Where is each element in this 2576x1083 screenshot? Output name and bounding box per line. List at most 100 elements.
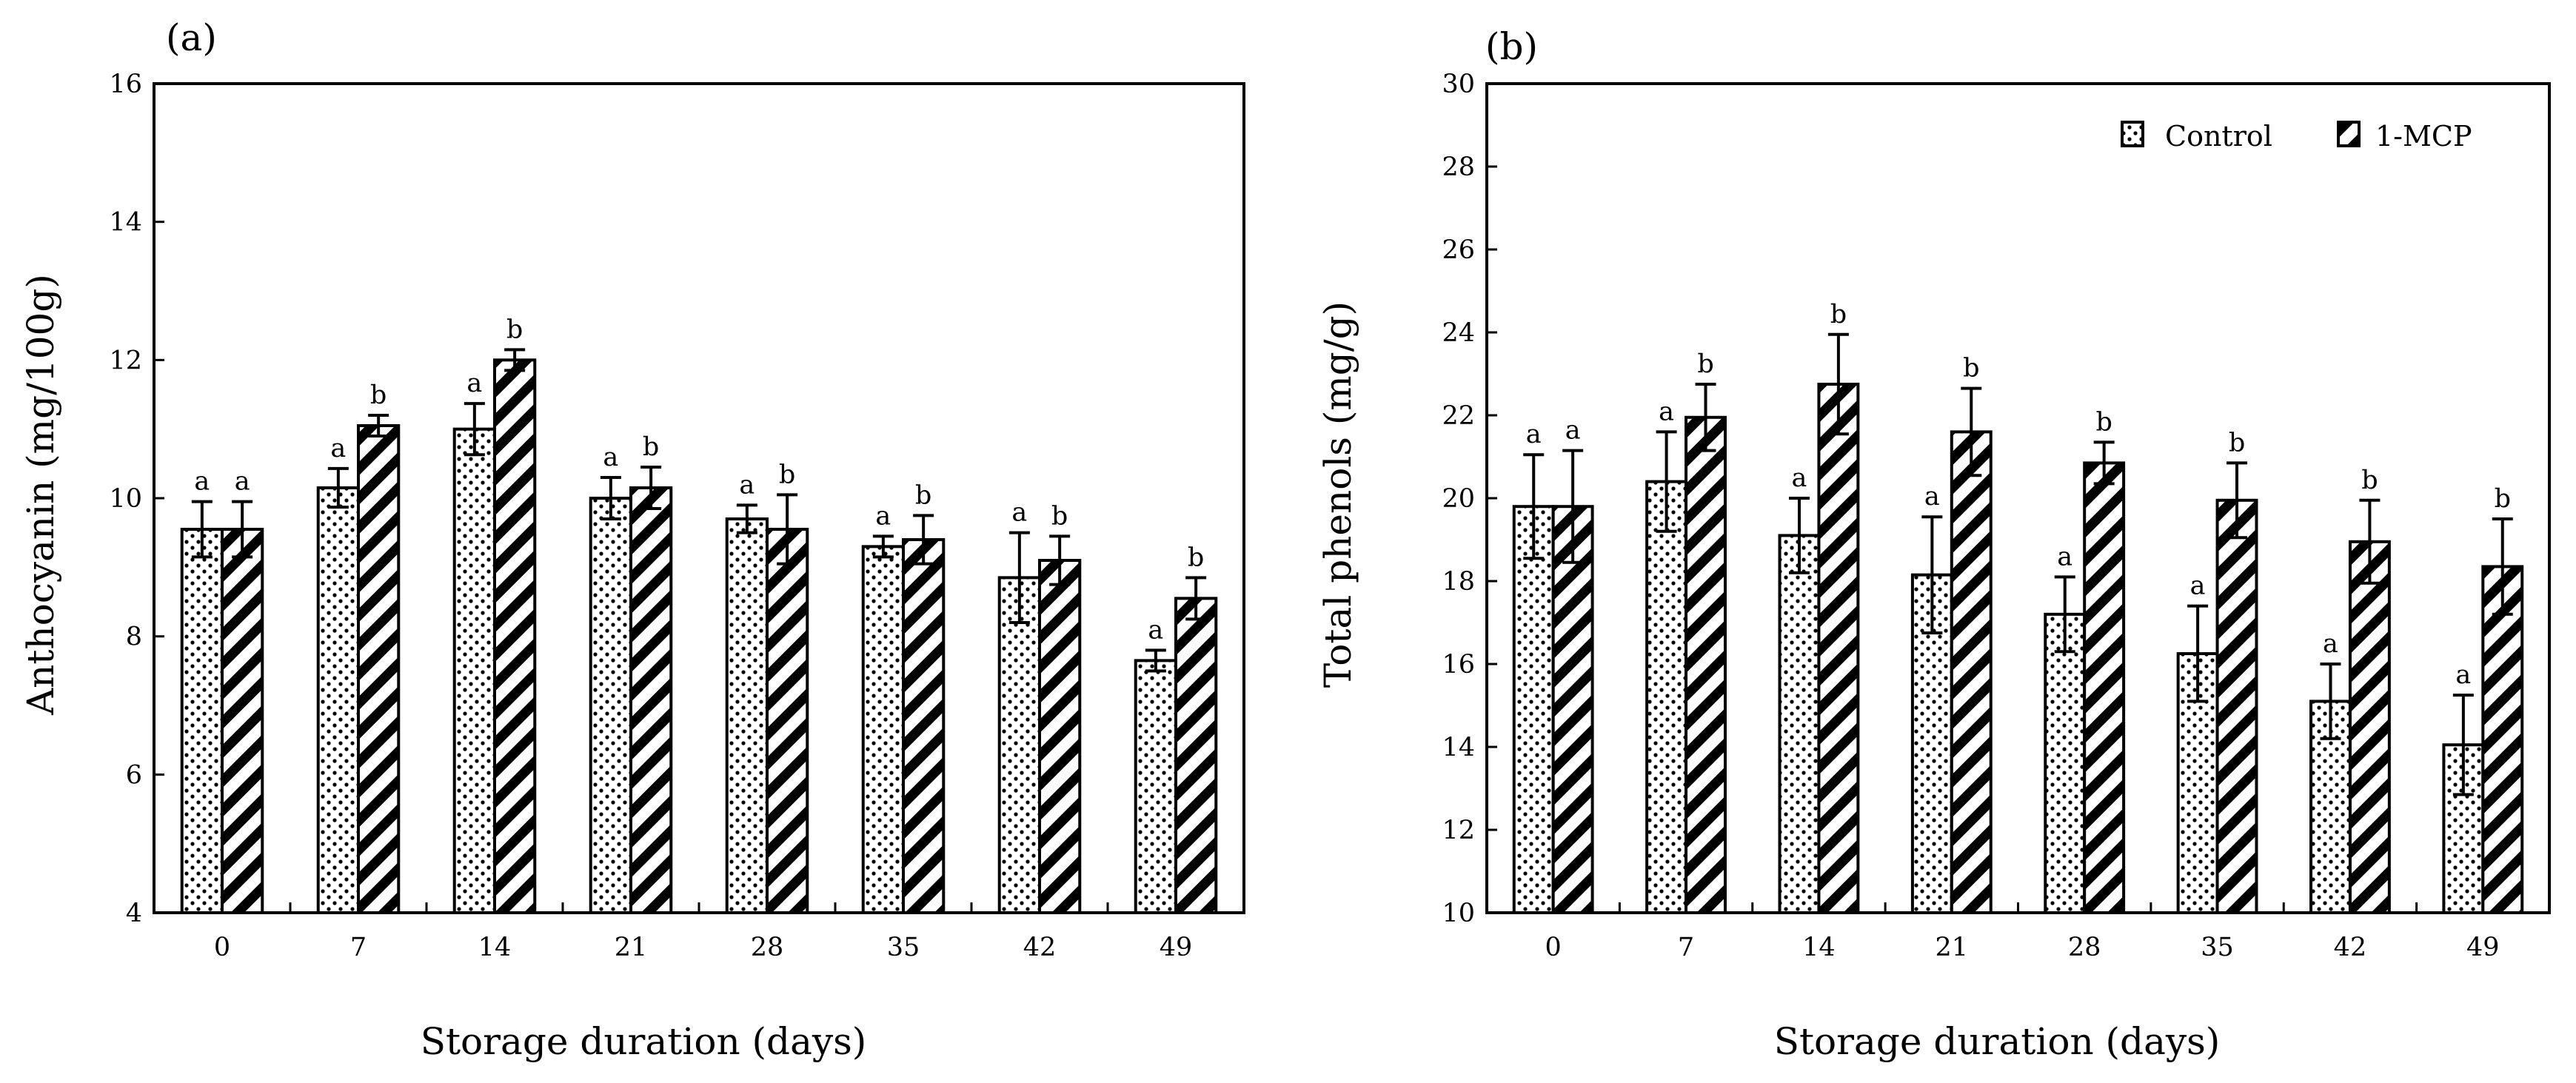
total-phenols-bar-control xyxy=(1512,505,1555,914)
anthocyanin-error-bar-control xyxy=(1008,531,1030,624)
anthocyanin-y-tick-label: 4 xyxy=(126,899,142,928)
anthocyanin-x-tick-label: 42 xyxy=(1023,933,1057,962)
total-phenols-error-bar-1mcp xyxy=(1961,386,1982,477)
anthocyanin-bar-1mcp xyxy=(1174,597,1218,914)
total-phenols-significance-letter: a xyxy=(1659,397,1674,426)
legend-control-swatch xyxy=(2121,121,2144,147)
legend: Control 1-MCP xyxy=(2121,120,2472,152)
panel-b-label: (b) xyxy=(1485,25,1538,68)
anthocyanin-bar-1mcp xyxy=(221,528,264,914)
anthocyanin-significance-letter: b xyxy=(506,315,523,344)
anthocyanin-significance-letter: b xyxy=(643,432,659,462)
total-phenols-y-axis-title: Total phenols (mg/g) xyxy=(1317,301,1359,688)
total-phenols-x-tick-label: 7 xyxy=(1678,933,1694,962)
total-phenols-significance-letter: a xyxy=(2323,629,2338,659)
anthocyanin-x-axis-title: Storage duration (days) xyxy=(421,1020,867,1063)
total-phenols-error-bar-1mcp xyxy=(1827,332,1849,436)
anthocyanin-error-bar-control xyxy=(327,466,349,509)
total-phenols-bar-control xyxy=(1645,480,1688,914)
anthocyanin-x-tick-label: 49 xyxy=(1160,933,1193,962)
anthocyanin-bar-1mcp xyxy=(629,486,673,914)
anthocyanin-error-bar-1mcp xyxy=(1049,534,1071,586)
panel-a-label: (a) xyxy=(166,16,217,59)
total-phenols-error-bar-1mcp xyxy=(2492,517,2513,616)
anthocyanin-x-tick-label: 21 xyxy=(615,933,648,962)
total-phenols-error-bar-control xyxy=(2320,663,2341,740)
total-phenols-bar-1mcp xyxy=(2215,498,2258,914)
anthocyanin-significance-letter: a xyxy=(1011,498,1027,528)
anthocyanin-bar-control xyxy=(180,528,224,914)
total-phenols-y-tick-label: 30 xyxy=(1442,70,1475,99)
total-phenols-error-bar-1mcp xyxy=(2227,461,2248,540)
anthocyanin-x-tick-label: 14 xyxy=(478,933,512,962)
anthocyanin-significance-letter: b xyxy=(1051,501,1068,531)
total-phenols-significance-letter: a xyxy=(2057,542,2072,571)
anthocyanin-y-tick-label: 12 xyxy=(109,346,142,375)
legend-1mcp-label: 1-MCP xyxy=(2375,120,2472,152)
total-phenols-x-tick-label: 14 xyxy=(1802,933,1836,962)
total-phenols-significance-letter: a xyxy=(2190,571,2206,601)
total-phenols-x-tick-label: 28 xyxy=(2068,933,2101,962)
anthocyanin-error-bar-control xyxy=(736,503,757,534)
anthocyanin-bar-1mcp xyxy=(902,538,946,914)
total-phenols-bar-1mcp xyxy=(1551,505,1594,914)
total-phenols-significance-letter: b xyxy=(1830,300,1847,329)
anthocyanin-significance-letter: a xyxy=(235,467,250,497)
total-phenols-significance-letter: b xyxy=(2361,466,2378,495)
anthocyanin-bar-control xyxy=(589,497,632,914)
anthocyanin-error-bar-1mcp xyxy=(913,514,934,566)
total-phenols-significance-letter: b xyxy=(1963,354,1979,383)
anthocyanin-significance-letter: b xyxy=(370,380,387,410)
total-phenols-y-tick-label: 18 xyxy=(1442,567,1475,597)
total-phenols-significance-letter: a xyxy=(2455,660,2471,690)
total-phenols-bar-control xyxy=(1778,534,1821,915)
total-phenols-x-axis-title: Storage duration (days) xyxy=(1774,1020,2221,1063)
total-phenols-y-tick-label: 24 xyxy=(1442,318,1475,348)
total-phenols-error-bar-1mcp xyxy=(2093,440,2115,486)
anthocyanin-error-bar-1mcp xyxy=(232,500,253,559)
anthocyanin-x-tick-label: 28 xyxy=(751,933,784,962)
anthocyanin-bar-control xyxy=(861,545,905,914)
anthocyanin-error-bar-1mcp xyxy=(504,348,526,372)
anthocyanin-significance-letter: b xyxy=(779,460,795,489)
total-phenols-y-tick-label: 26 xyxy=(1442,235,1475,265)
total-phenols-significance-letter: a xyxy=(1565,416,1581,446)
anthocyanin-bar-1mcp xyxy=(357,424,401,914)
total-phenols-significance-letter: a xyxy=(1792,463,1807,493)
legend-control-label: Control xyxy=(2165,120,2272,152)
total-phenols-error-bar-1mcp xyxy=(1695,383,1716,452)
anthocyanin-error-bar-1mcp xyxy=(640,466,662,510)
total-phenols-y-tick-label: 14 xyxy=(1442,733,1475,762)
total-phenols-error-bar-control xyxy=(2187,604,2209,703)
total-phenols-x-tick-label: 0 xyxy=(1545,933,1562,962)
anthocyanin-bar-1mcp xyxy=(493,358,537,915)
anthocyanin-y-tick-label: 8 xyxy=(126,623,142,652)
anthocyanin-y-tick-label: 6 xyxy=(126,760,142,790)
anthocyanin-significance-letter: a xyxy=(875,501,891,531)
total-phenols-panel: (b) 10 12 14 16 18 20 22 24 26 28 30 0 7 14 21 28 35 42 49… xyxy=(1317,25,2551,1063)
total-phenols-significance-letter: b xyxy=(2095,407,2112,437)
total-phenols-bar-1mcp xyxy=(2481,565,2524,915)
anthocyanin-y-tick-label: 14 xyxy=(109,208,142,238)
total-phenols-y-tick-label: 16 xyxy=(1442,650,1475,680)
anthocyanin-error-bar-control xyxy=(464,402,485,457)
anthocyanin-y-tick-label: 10 xyxy=(109,484,142,514)
total-phenols-bar-1mcp xyxy=(2083,461,2126,914)
anthocyanin-significance-letter: a xyxy=(466,369,482,398)
anthocyanin-bar-control xyxy=(1134,659,1177,914)
anthocyanin-significance-letter: a xyxy=(739,470,755,500)
anthocyanin-x-tick-label: 35 xyxy=(887,933,920,962)
total-phenols-x-tick-label: 35 xyxy=(2201,933,2234,962)
total-phenols-error-bar-control xyxy=(1921,515,1943,634)
anthocyanin-bar-control xyxy=(452,427,496,914)
anthocyanin-y-axis-title: Anthocyanin (mg/100g) xyxy=(19,274,62,716)
total-phenols-bar-control xyxy=(2044,612,2087,914)
anthocyanin-significance-letter: a xyxy=(1148,615,1163,645)
total-phenols-x-tick-label: 42 xyxy=(2334,933,2367,962)
anthocyanin-error-bar-control xyxy=(191,500,213,559)
anthocyanin-error-bar-1mcp xyxy=(777,493,798,566)
total-phenols-x-tick-label: 49 xyxy=(2466,933,2500,962)
